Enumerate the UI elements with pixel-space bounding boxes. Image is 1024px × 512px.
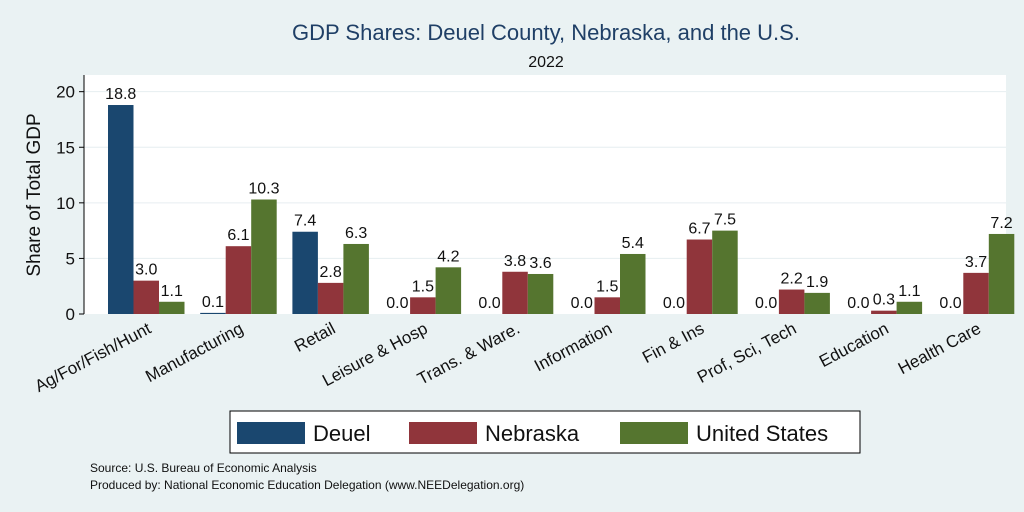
x-category-label: Information (531, 319, 615, 376)
data-label: 1.5 (412, 278, 434, 295)
bar-deuel-2 (292, 231, 318, 314)
bar-united-states-0 (159, 301, 185, 314)
bar-nebraska-0 (133, 280, 159, 314)
bar-nebraska-7 (778, 289, 805, 314)
bar-nebraska-9 (963, 272, 989, 314)
data-label: 6.3 (345, 225, 367, 242)
y-tick-label: 20 (56, 83, 75, 102)
bar-nebraska-4 (502, 271, 528, 314)
data-label: 0.0 (939, 295, 961, 312)
legend-label: United States (696, 421, 828, 446)
data-label: 5.4 (622, 235, 644, 252)
x-category-label: Health Care (895, 319, 984, 378)
data-label: 1.5 (596, 278, 618, 295)
source-note: Source: U.S. Bureau of Economic Analysis (90, 461, 317, 475)
data-label: 1.1 (161, 283, 183, 300)
x-category-label: Manufacturing (142, 319, 246, 386)
y-ticks: 0 5 10 15 20 (56, 83, 84, 324)
bar-nebraska-5 (594, 297, 620, 314)
produced-by-note: Produced by: National Economic Education… (90, 478, 524, 492)
data-label: 6.1 (227, 227, 249, 244)
data-label: 0.0 (478, 295, 500, 312)
bars (108, 105, 1015, 315)
data-label: 0.0 (663, 295, 685, 312)
data-label: 3.8 (504, 253, 526, 270)
data-label: 4.2 (437, 248, 459, 265)
bar-united-states-4 (527, 273, 554, 314)
bar-nebraska-1 (225, 246, 252, 314)
data-label: 7.4 (294, 213, 316, 230)
bar-united-states-1 (251, 199, 277, 314)
data-label: 2.8 (320, 264, 342, 281)
x-category-label: Trans. & Ware. (414, 319, 523, 389)
bar-united-states-6 (712, 230, 738, 314)
data-label: 2.2 (781, 271, 803, 288)
y-tick-label: 15 (56, 138, 75, 157)
data-labels: 18.83.01.10.16.110.37.42.86.30.01.54.20.… (105, 86, 1013, 312)
x-category-label: Fin & Ins (639, 319, 707, 367)
data-label: 0.3 (873, 292, 895, 309)
x-category-label: Leisure & Hosp (319, 319, 431, 390)
chart-title: GDP Shares: Deuel County, Nebraska, and … (292, 20, 800, 45)
y-axis-label: Share of Total GDP (24, 113, 45, 276)
data-label: 7.5 (714, 212, 736, 229)
legend-items: Deuel Nebraska United States (237, 421, 828, 446)
data-label: 0.0 (847, 295, 869, 312)
data-label: 3.7 (965, 254, 987, 271)
x-category-label: Education (816, 319, 892, 371)
data-label: 3.6 (529, 255, 551, 272)
bar-nebraska-6 (686, 239, 713, 314)
data-label: 10.3 (248, 181, 279, 198)
bar-nebraska-2 (317, 282, 344, 314)
legend-swatch-nebraska (409, 422, 477, 444)
bar-deuel-0 (108, 105, 134, 315)
y-tick-label: 10 (56, 194, 75, 213)
data-label: 18.8 (105, 86, 136, 103)
bar-united-states-5 (620, 253, 646, 314)
bar-nebraska-3 (410, 297, 436, 314)
bar-united-states-8 (896, 301, 923, 314)
legend (229, 410, 861, 454)
data-label: 0.0 (755, 295, 777, 312)
bar-united-states-2 (343, 243, 369, 314)
x-category-label: Ag/For/Fish/Hunt (32, 319, 155, 396)
x-category-label: Prof, Sci, Tech (694, 319, 799, 387)
data-label: 3.0 (135, 262, 157, 279)
y-tick-label: 5 (66, 249, 75, 268)
legend-swatch-united-states (620, 422, 688, 444)
data-label: 7.2 (990, 215, 1012, 232)
data-label: 1.1 (898, 283, 920, 300)
bar-deuel-1 (200, 312, 226, 314)
data-label: 1.9 (806, 274, 828, 291)
data-label: 6.7 (688, 221, 710, 238)
bar-united-states-7 (804, 292, 830, 314)
legend-label: Nebraska (485, 421, 580, 446)
y-tick-label: 0 (66, 305, 75, 324)
bar-united-states-9 (988, 233, 1015, 314)
x-category-label: Retail (291, 319, 338, 356)
legend-swatch-deuel (237, 422, 305, 444)
data-label: 0.0 (386, 295, 408, 312)
data-label: 0.0 (571, 295, 593, 312)
bar-united-states-3 (435, 267, 462, 314)
legend-label: Deuel (313, 421, 370, 446)
chart-subtitle: 2022 (528, 54, 564, 71)
bar-nebraska-8 (871, 310, 897, 314)
data-label: 0.1 (202, 294, 224, 311)
